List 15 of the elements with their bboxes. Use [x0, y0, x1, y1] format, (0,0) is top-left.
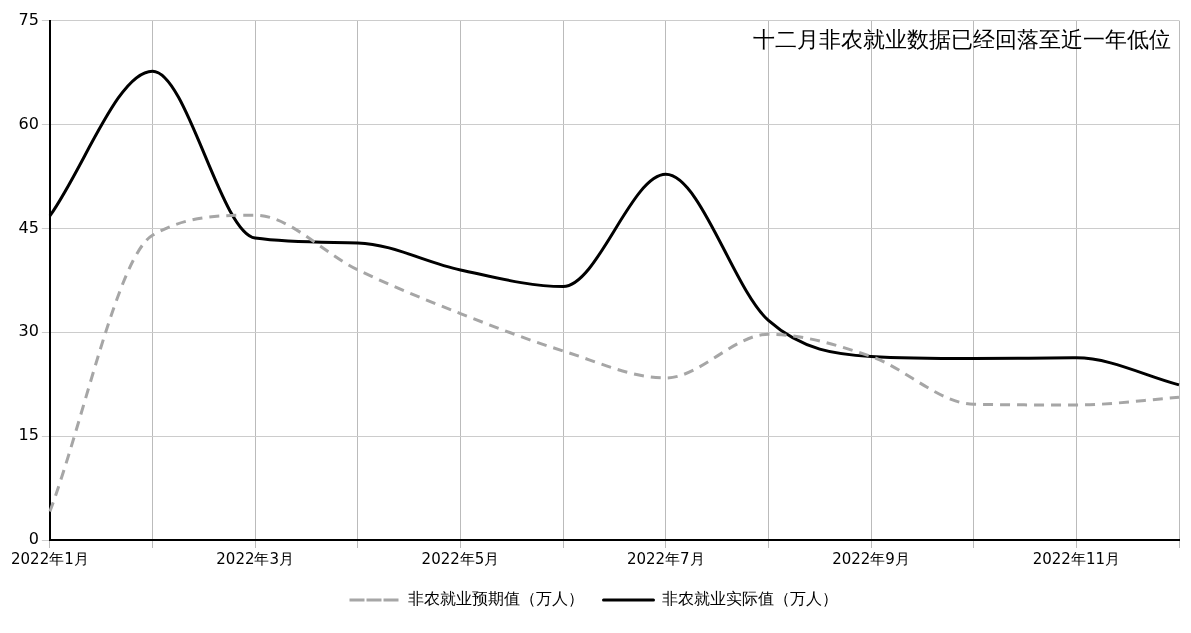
x-tick-label: 2022年9月	[832, 549, 910, 568]
y-tick-label: 45	[18, 217, 39, 237]
y-tick-label: 0	[28, 529, 39, 549]
legend-label: 非农就业预期值（万人）	[407, 589, 584, 609]
y-tick-label: 15	[18, 425, 39, 445]
x-tick-label: 2022年11月	[1032, 549, 1120, 568]
y-tick-label: 75	[18, 9, 39, 29]
legend-label: 非农就业实际值（万人）	[661, 589, 838, 609]
x-tick-label: 2022年1月	[11, 549, 89, 568]
chart-title: 十二月非农就业数据已经回落至近一年低位	[753, 27, 1171, 53]
x-tick-label: 2022年5月	[421, 549, 500, 568]
y-tick-label: 30	[18, 321, 39, 341]
y-tick-label: 60	[18, 113, 39, 133]
x-tick-label: 2022年7月	[626, 549, 705, 568]
x-tick-label: 2022年3月	[216, 549, 295, 568]
